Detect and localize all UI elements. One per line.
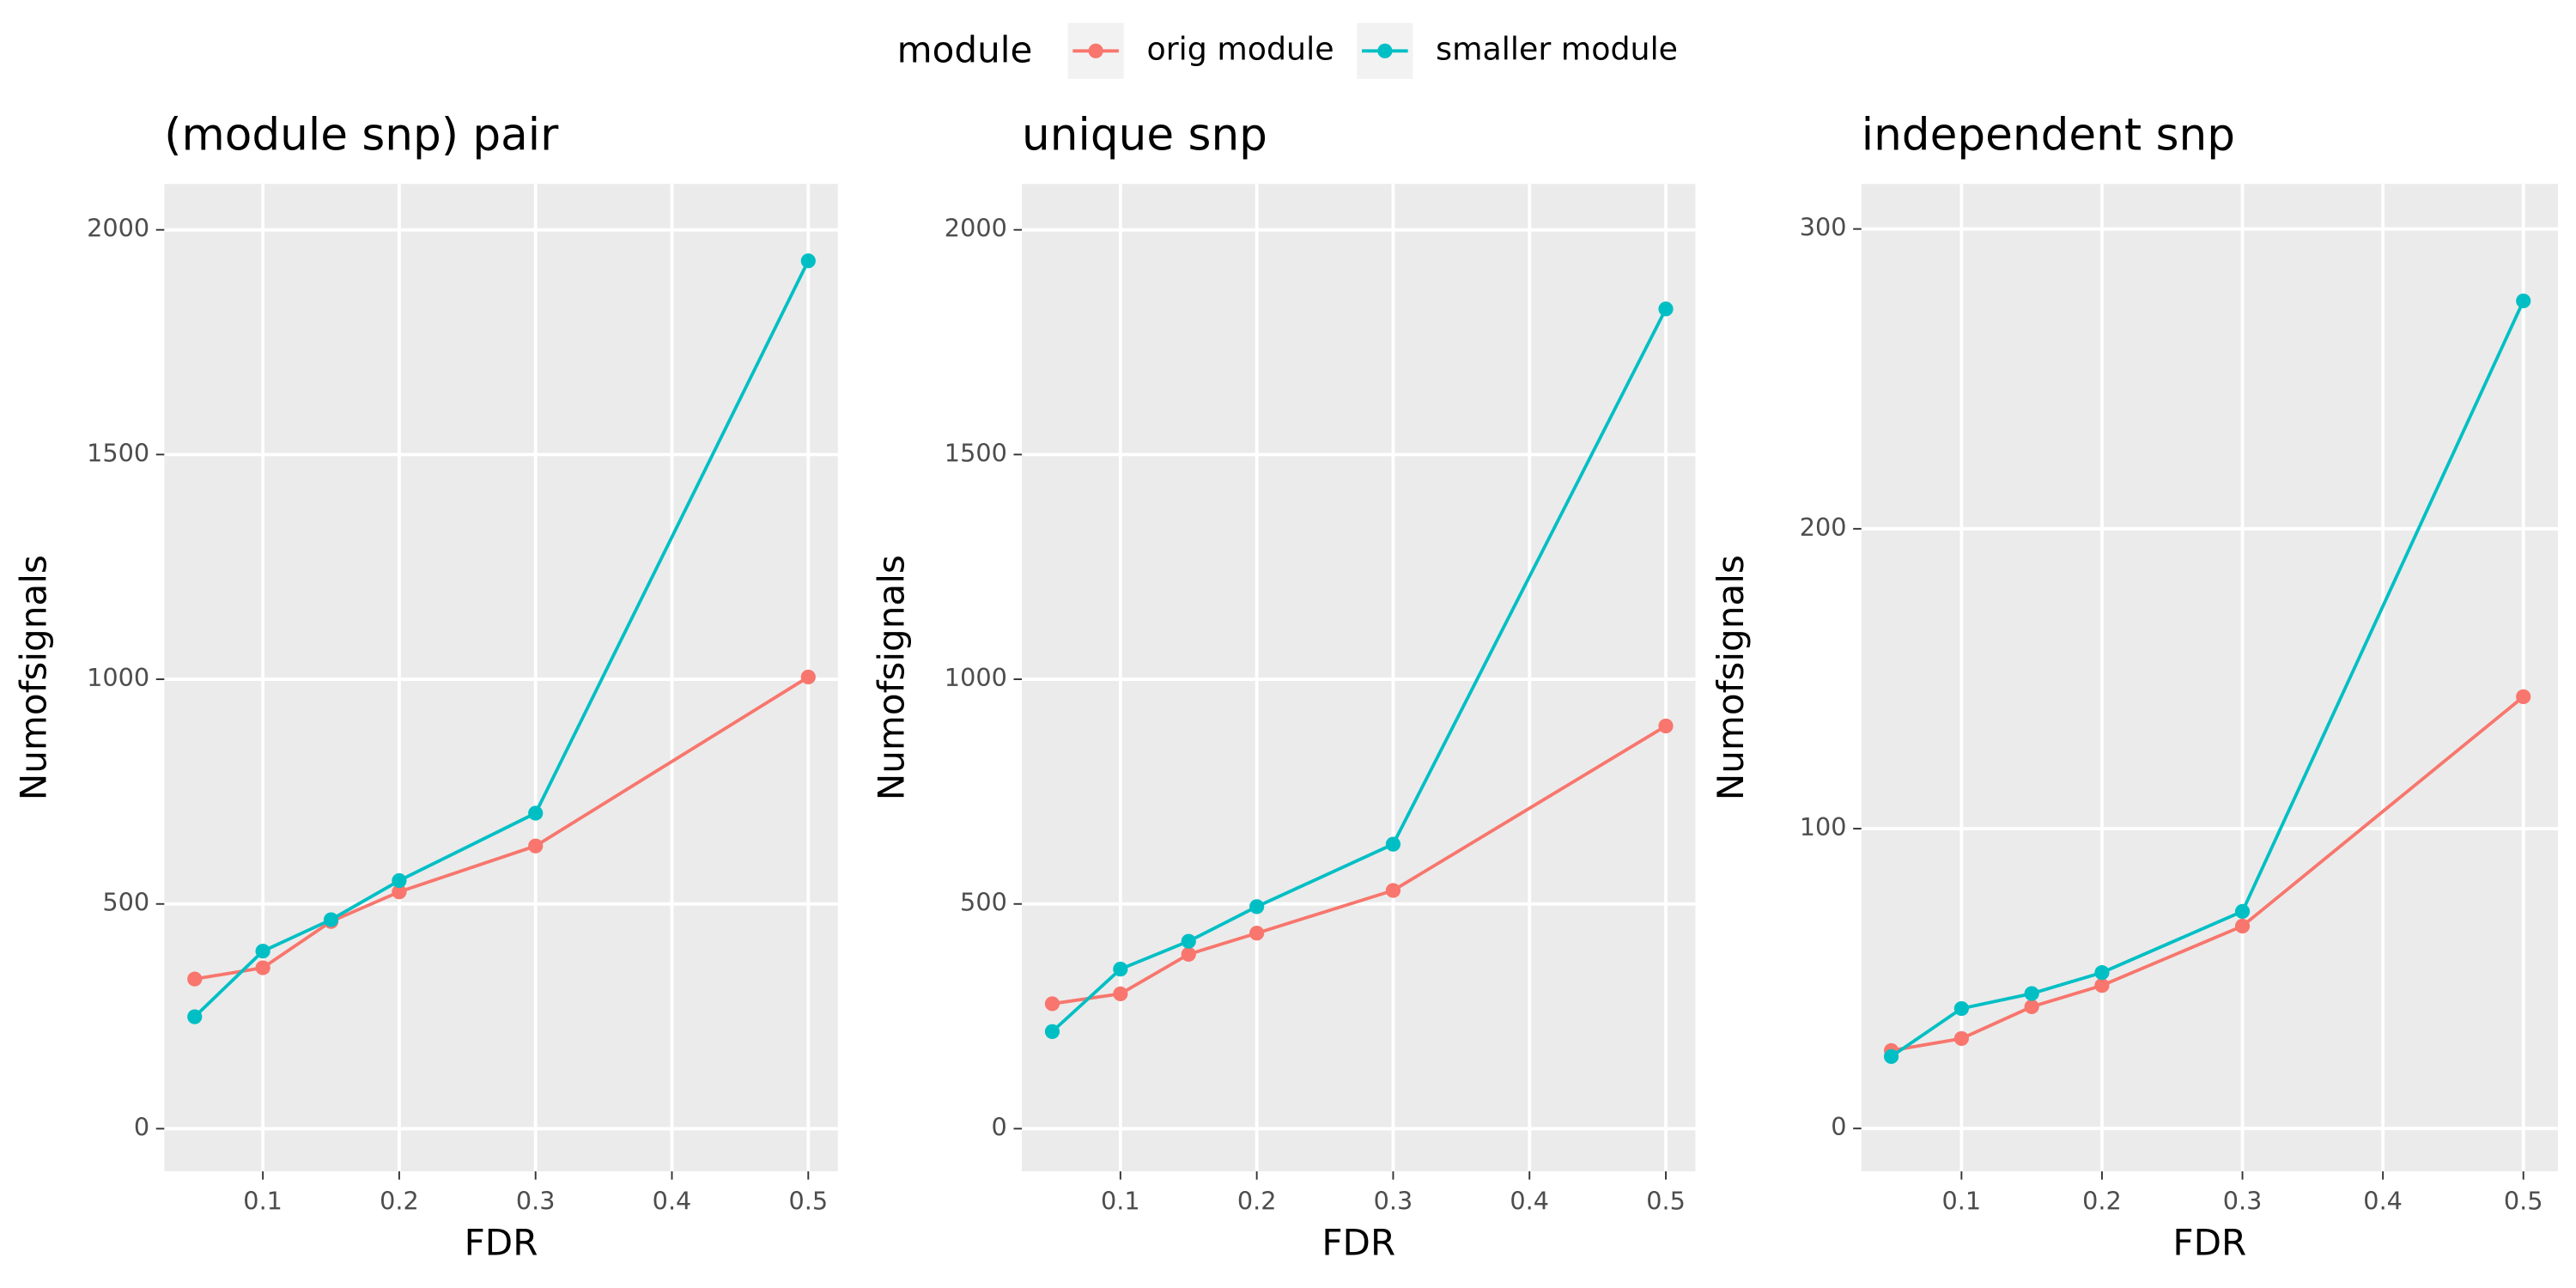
data-point xyxy=(1181,946,1196,962)
y-tick-label: 2000 xyxy=(87,214,149,243)
y-axis-title: Numofsignals xyxy=(870,555,912,800)
data-point xyxy=(1883,1048,1899,1065)
legend-title: module xyxy=(897,29,1033,71)
data-point xyxy=(2094,978,2110,993)
x-tick-label: 0.3 xyxy=(1374,1187,1413,1216)
y-tick-label: 1500 xyxy=(87,438,149,467)
x-axis-title: FDR xyxy=(465,1222,538,1264)
x-tick-label: 0.2 xyxy=(1237,1187,1277,1216)
data-point xyxy=(800,253,816,269)
series-line xyxy=(193,259,811,1018)
y-axis-title: Numofsignals xyxy=(13,555,55,800)
legend-key-point xyxy=(1377,43,1393,58)
data-point xyxy=(2094,965,2110,981)
data-point xyxy=(1953,1030,1969,1047)
y-tick-label: 0 xyxy=(134,1112,149,1141)
data-point xyxy=(323,912,339,927)
series-line xyxy=(194,675,810,981)
data-point xyxy=(528,838,544,854)
panel-title: independent snp xyxy=(1862,110,2235,161)
data-point xyxy=(392,872,407,889)
y-tick-label: 200 xyxy=(1800,513,1847,542)
y-tick-label: 100 xyxy=(1800,812,1847,841)
data-point xyxy=(187,1009,203,1024)
y-tick-label: 2000 xyxy=(945,214,1007,243)
data-point xyxy=(392,884,407,900)
data-point xyxy=(2516,293,2531,309)
data-point xyxy=(2024,986,2039,1001)
x-tick-label: 0.3 xyxy=(2223,1187,2263,1216)
data-point xyxy=(1658,301,1674,317)
data-point xyxy=(800,669,816,685)
data-point xyxy=(1044,1024,1060,1039)
series-line xyxy=(1890,300,2525,1058)
data-point xyxy=(255,944,270,959)
y-axis-title: Numofsignals xyxy=(1710,555,1752,800)
data-point xyxy=(187,971,203,987)
series-line xyxy=(1052,724,1668,1005)
data-point xyxy=(2516,689,2531,705)
x-tick-label: 0.3 xyxy=(516,1187,556,1216)
y-tick-label: 1000 xyxy=(87,663,149,692)
data-point xyxy=(1385,883,1401,898)
data-point xyxy=(528,805,544,821)
data-point xyxy=(1249,899,1265,914)
x-tick-label: 0.1 xyxy=(243,1187,283,1216)
data-point xyxy=(1044,996,1060,1012)
x-axis-title: FDR xyxy=(2172,1222,2246,1264)
x-tick-label: 0.4 xyxy=(2363,1187,2403,1216)
data-point xyxy=(2234,903,2251,920)
data-point xyxy=(1953,1000,1969,1017)
legend-key-point xyxy=(1088,43,1103,58)
x-axis-title: FDR xyxy=(1321,1222,1395,1264)
y-tick-label: 1000 xyxy=(945,663,1007,692)
x-tick-label: 0.5 xyxy=(788,1187,828,1216)
data-point xyxy=(1113,962,1128,977)
data-point xyxy=(2024,999,2039,1015)
y-tick-label: 500 xyxy=(102,888,149,917)
data-point xyxy=(2234,918,2251,934)
y-tick-label: 300 xyxy=(1800,213,1847,242)
x-tick-label: 0.2 xyxy=(2082,1187,2122,1216)
x-tick-label: 0.2 xyxy=(380,1187,419,1216)
data-point xyxy=(255,960,270,975)
x-tick-label: 0.5 xyxy=(2504,1187,2543,1216)
x-tick-label: 0.1 xyxy=(1101,1187,1140,1216)
data-point xyxy=(1113,986,1128,1002)
y-tick-label: 0 xyxy=(992,1112,1007,1141)
data-point xyxy=(1249,926,1265,941)
x-tick-label: 0.4 xyxy=(653,1187,692,1216)
x-tick-label: 0.1 xyxy=(1942,1187,1982,1216)
series-line xyxy=(1051,307,1668,1033)
panel-title: unique snp xyxy=(1022,110,1267,161)
panel-title: (module snp) pair xyxy=(164,110,559,161)
panel-bg xyxy=(1861,184,2558,1172)
y-tick-label: 500 xyxy=(960,888,1007,917)
legend-label: orig module xyxy=(1146,30,1334,67)
series-line xyxy=(1891,695,2524,1053)
x-tick-label: 0.4 xyxy=(1510,1187,1549,1216)
legend-label: smaller module xyxy=(1436,30,1678,67)
y-tick-label: 1500 xyxy=(945,438,1007,467)
y-tick-label: 0 xyxy=(1831,1112,1846,1141)
data-point xyxy=(1181,933,1196,949)
data-point xyxy=(1385,836,1401,852)
x-tick-label: 0.5 xyxy=(1646,1187,1686,1216)
data-point xyxy=(1658,718,1674,734)
